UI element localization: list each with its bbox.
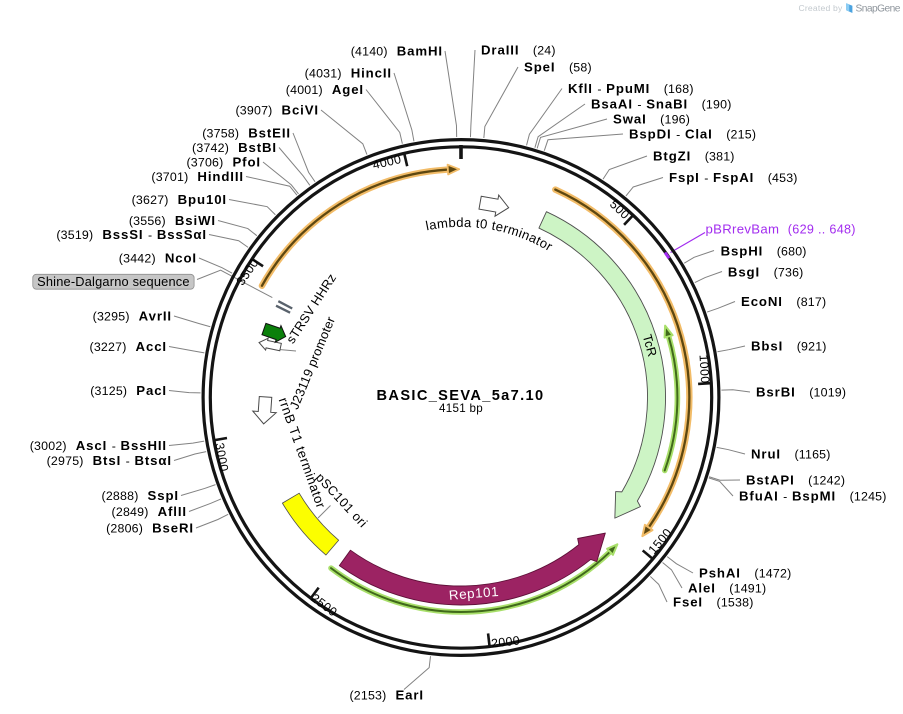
svg-text:(2888)SspI: (2888) SspI [102,488,179,503]
svg-text:pBRrevBam(629 .. 648): pBRrevBam (629 .. 648) [706,221,856,236]
svg-text:BsgI(736): BsgI (736) [728,265,804,280]
svg-text:KflI-PpuMI(168): KflI - PpuMI (168) [568,81,694,96]
svg-text:(3758)BstEII: (3758) BstEII [202,126,291,141]
svg-text:NruI(1165): NruI (1165) [751,447,831,462]
svg-text:DraIII(24): DraIII (24) [481,43,556,58]
svg-text:(3556)BsiWI: (3556) BsiWI [129,213,216,228]
svg-text:BsrBI(1019): BsrBI (1019) [756,385,846,400]
svg-text:FseI(1538): FseI (1538) [673,595,754,610]
svg-text:4000: 4000 [371,152,402,172]
svg-text:2000: 2000 [490,633,520,650]
svg-text:(4031)HincII: (4031) HincII [305,66,392,81]
svg-text:(3002)AscI-BssHII: (3002) AscI - BssHII [30,438,167,453]
svg-text:4151 bp: 4151 bp [439,402,483,415]
svg-text:(2975)BtsI-BtsαI: (2975) BtsI - BtsαI [47,453,172,468]
svg-text:FspI-FspAI(453): FspI - FspAI (453) [669,170,798,185]
svg-text:(4140)BamHI: (4140) BamHI [351,44,443,59]
svg-text:EcoNI(817): EcoNI (817) [741,294,826,309]
svg-text:BspHI(680): BspHI (680) [721,243,807,258]
svg-text:(3227)AccI: (3227) AccI [90,339,168,354]
svg-text:(3742)BstBI: (3742) BstBI [192,140,277,155]
svg-text:rrnB T1 terminator: rrnB T1 terminator [276,395,329,510]
svg-text:BbsI(921): BbsI (921) [751,339,827,354]
svg-text:3500: 3500 [234,256,262,288]
svg-text:Created by: Created by [798,3,843,13]
svg-text:SpeI(58): SpeI (58) [524,60,592,75]
svg-text:BspDI-ClaI(215): BspDI - ClaI (215) [629,127,756,142]
svg-text:AleI(1491): AleI (1491) [688,581,766,596]
svg-text:BtgZI(381): BtgZI (381) [653,149,735,164]
svg-text:(3442)NcoI: (3442) NcoI [119,251,197,266]
svg-text:BASIC_SEVA_5a7.10: BASIC_SEVA_5a7.10 [377,388,545,404]
svg-text:(3701)HindIII: (3701) HindIII [151,169,244,184]
svg-text:BsaAI-SnaBI(190): BsaAI - SnaBI (190) [591,97,732,112]
svg-text:(3627)Bpu10I: (3627) Bpu10I [132,192,227,207]
svg-text:(4001)AgeI: (4001) AgeI [286,82,364,97]
svg-text:(3295)AvrII: (3295) AvrII [93,309,172,324]
svg-text:(3907)BciVI: (3907) BciVI [235,103,319,118]
svg-text:(2806)BseRI: (2806) BseRI [106,521,194,536]
svg-text:(3125)PacI: (3125) PacI [90,383,167,398]
svg-text:PshAI(1472): PshAI (1472) [699,566,791,581]
svg-text:3000: 3000 [212,442,231,473]
svg-text:SnapGene: SnapGene [856,3,901,14]
svg-text:BstAPI(1242): BstAPI (1242) [746,473,845,488]
svg-text:BfuAI-BspMI(1245): BfuAI - BspMI (1245) [739,489,887,504]
svg-text:Shine-Dalgarno sequence: Shine-Dalgarno sequence [37,274,190,289]
svg-text:Rep101: Rep101 [448,584,499,603]
svg-text:SwaI(196): SwaI (196) [613,112,690,127]
svg-text:(2849)AflII: (2849) AflII [112,504,187,519]
svg-text:(3706)PfoI: (3706) PfoI [186,155,261,170]
svg-text:(3519)BssSI-BssSαI: (3519) BssSI - BssSαI [56,227,207,242]
svg-text:(2153)EarI: (2153) EarI [349,688,424,703]
svg-text:1000: 1000 [696,354,712,384]
svg-text:TcR: TcR [640,333,660,359]
svg-text:lambda t0 terminator: lambda t0 terminator [424,215,555,254]
